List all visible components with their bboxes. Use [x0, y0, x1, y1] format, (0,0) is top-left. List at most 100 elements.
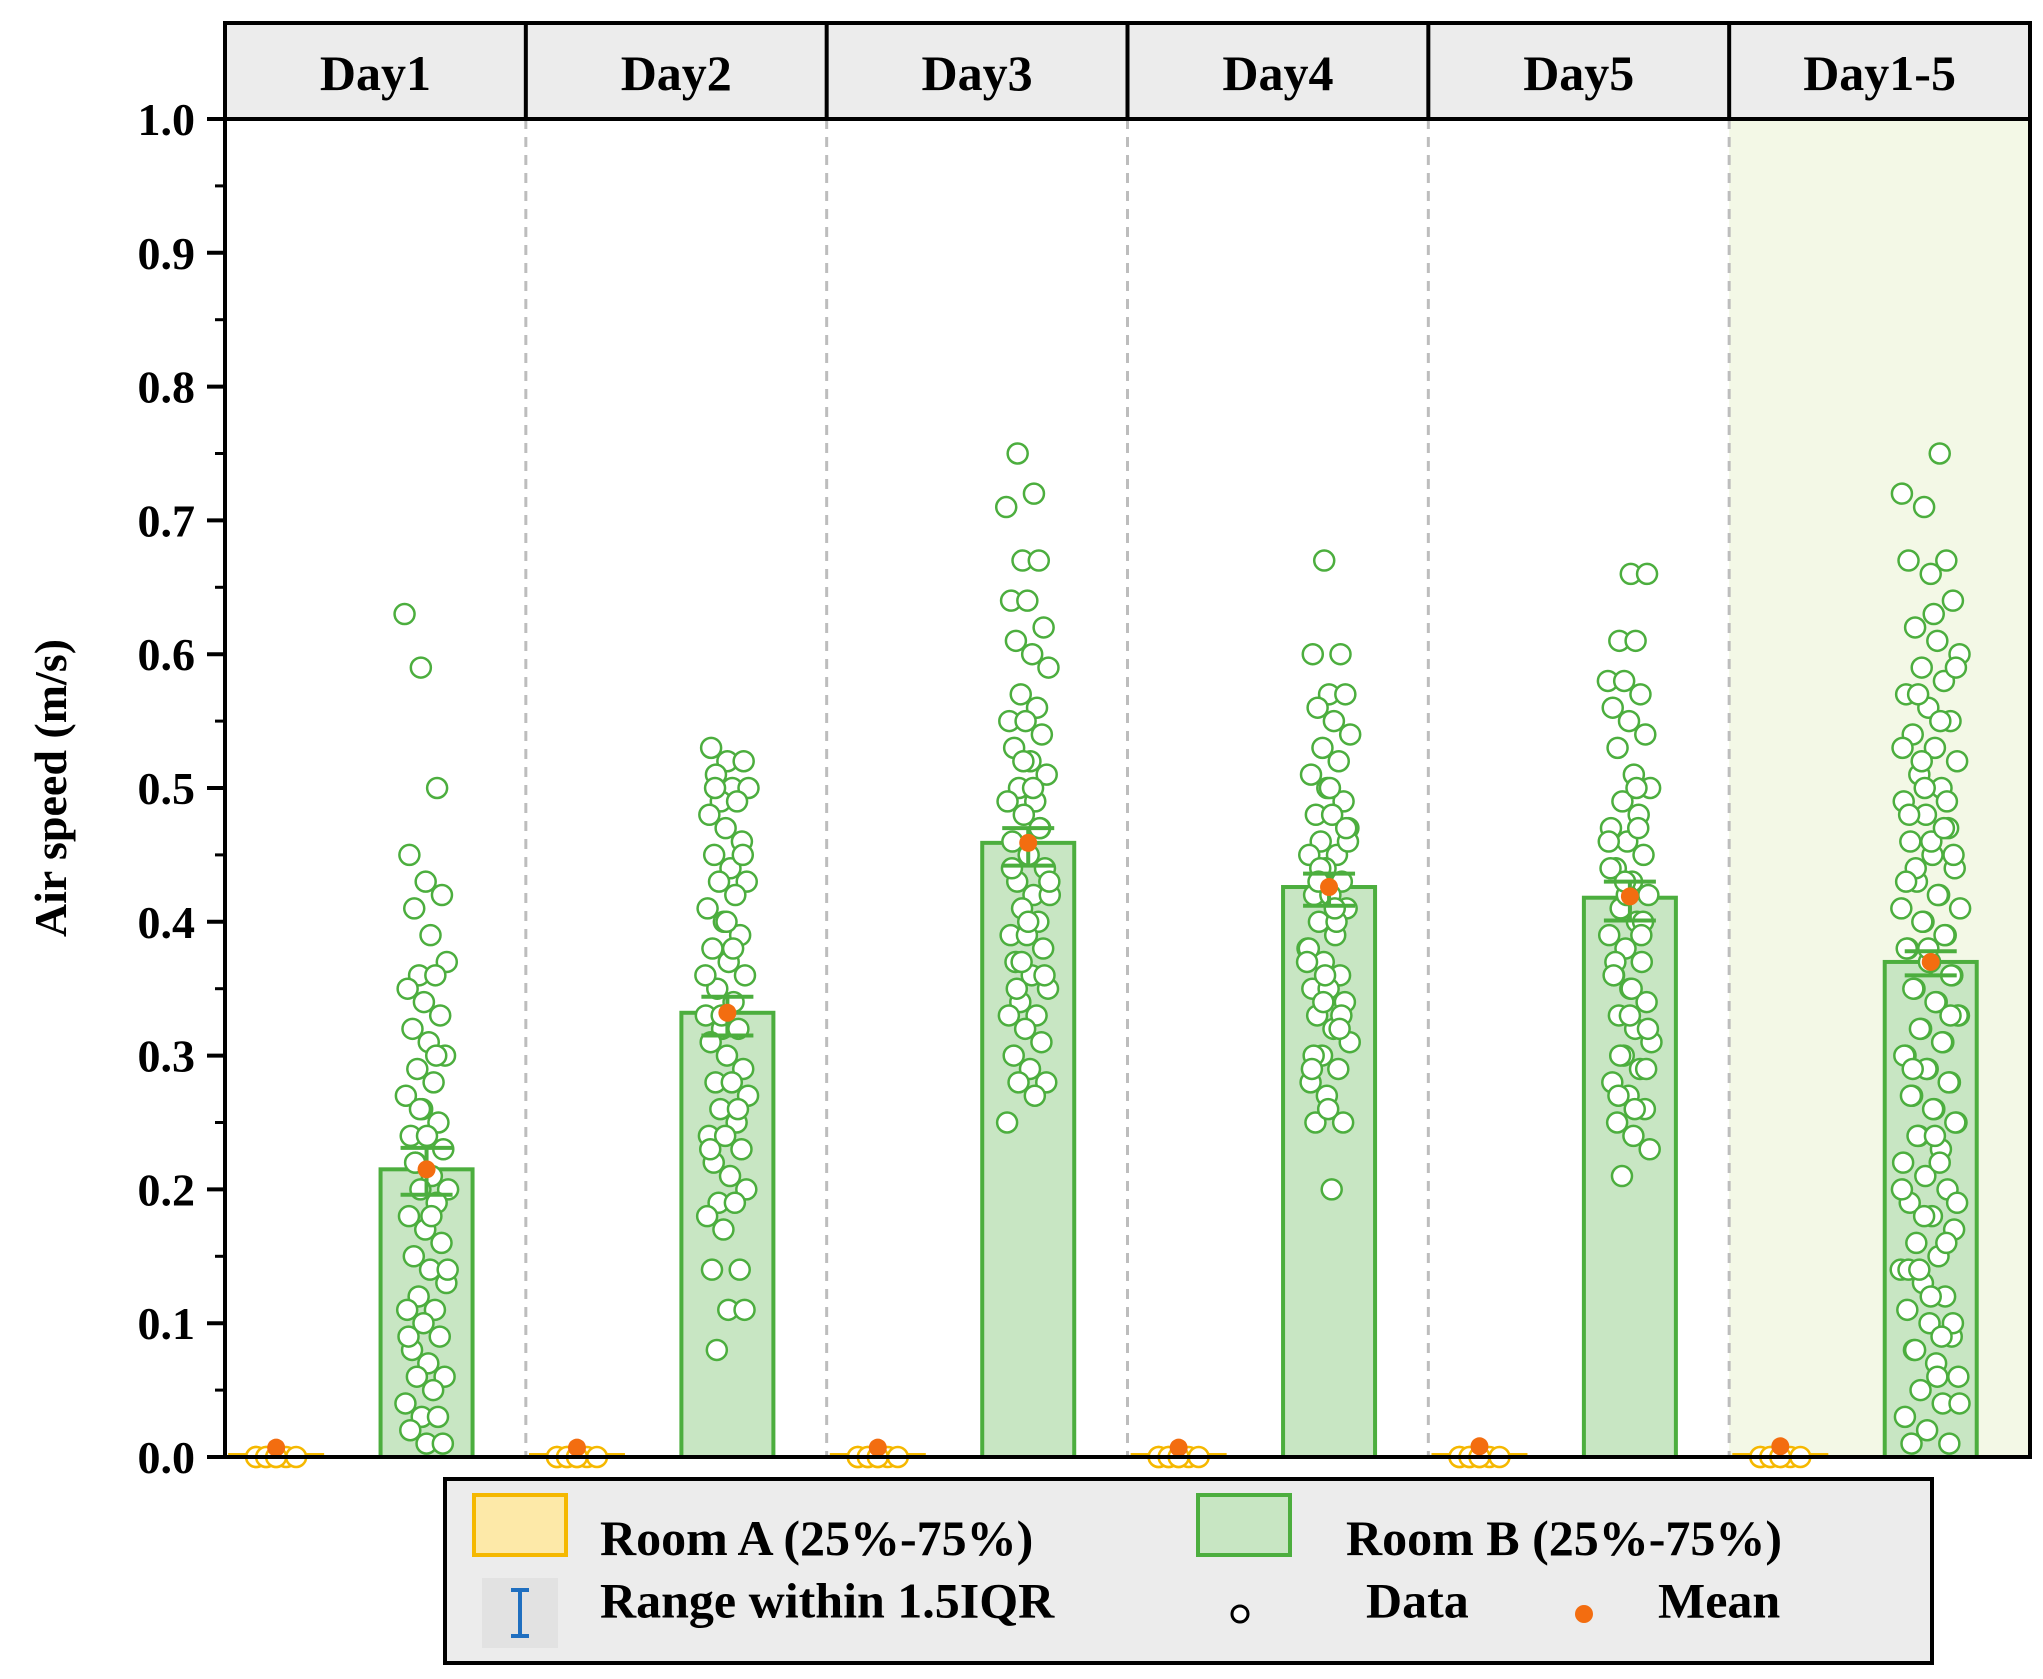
- data-point-room-b: [415, 1124, 439, 1148]
- data-point-room-b: [1926, 1365, 1949, 1388]
- legend-mean-marker: [1575, 1605, 1593, 1623]
- data-point-room-b: [1038, 870, 1061, 893]
- data-point-room-b: [1320, 803, 1344, 827]
- panel-title-day4: Day4: [1222, 45, 1333, 101]
- data-point-room-b: [1606, 736, 1629, 760]
- mean-marker-room-b: [1320, 878, 1339, 897]
- data-point-room-b: [1905, 1231, 1928, 1255]
- y-tick-label: 1.0: [138, 94, 196, 145]
- data-point-room-b: [1930, 1030, 1954, 1054]
- mean-marker-room-a: [1771, 1437, 1790, 1456]
- legend-data-label: Data: [1366, 1572, 1469, 1628]
- data-point-room-b: [1900, 1432, 1923, 1455]
- data-point-room-b: [422, 1071, 445, 1094]
- mean-marker-room-a: [1169, 1438, 1188, 1457]
- legend-room-b-label: Room B (25%-75%): [1346, 1510, 1782, 1566]
- data-point-room-b: [397, 1325, 420, 1348]
- mean-marker-room-a: [868, 1438, 887, 1457]
- data-point-room-b: [694, 964, 717, 987]
- data-point-room-b: [1030, 1030, 1053, 1054]
- data-point-room-b: [1022, 482, 1046, 505]
- data-point-room-b: [1610, 1164, 1634, 1188]
- data-point-room-b: [1928, 1151, 1951, 1174]
- data-point-room-b: [1020, 642, 1044, 666]
- data-point-room-b: [1313, 964, 1337, 987]
- data-point-room-b: [1635, 562, 1659, 586]
- legend-mean-label: Mean: [1658, 1572, 1780, 1628]
- mean-marker-room-b: [1620, 887, 1639, 906]
- legend-room-b-swatch: [1196, 1493, 1292, 1557]
- data-point-room-b: [1295, 950, 1319, 974]
- data-point-room-b: [1901, 1057, 1924, 1081]
- data-point-room-b: [695, 1204, 719, 1228]
- data-point-room-b: [1912, 495, 1936, 519]
- mean-markers: [267, 833, 1940, 1457]
- data-point-room-b: [1935, 790, 1959, 813]
- data-point-room-b: [1912, 1204, 1936, 1228]
- data-point-room-b: [412, 1311, 435, 1335]
- data-point-room-b: [1006, 442, 1029, 465]
- y-tick-label: 0.1: [138, 1298, 196, 1349]
- data-point-room-b: [1630, 950, 1654, 974]
- data-point-room-b: [1903, 1338, 1927, 1362]
- data-point-room-b: [1030, 723, 1054, 746]
- panel-title-day1-5: Day1-5: [1803, 45, 1956, 101]
- data-point-room-b: [412, 990, 436, 1014]
- data-point-room-b: [1922, 602, 1945, 626]
- data-point-room-b: [431, 1432, 455, 1455]
- data-point-room-b: [1004, 629, 1028, 653]
- data-point-room-b: [1617, 709, 1641, 733]
- data-point-room-b: [1911, 910, 1934, 934]
- data-point-room-b: [1597, 830, 1621, 853]
- data-point-room-b: [1311, 736, 1334, 760]
- y-axis: 0.0 0.1 0.2 0.3 0.4 0.5 0.6 0.7 0.8 0.9 1.0: [138, 94, 225, 1483]
- data-point-room-b: [1926, 883, 1950, 907]
- data-point-room-b: [1010, 950, 1033, 974]
- data-point-room-b: [1928, 442, 1951, 465]
- legend-room-a-label: Room A (25%-75%): [600, 1510, 1033, 1566]
- data-point-room-b: [395, 1298, 419, 1322]
- data-point-room-b: [725, 790, 749, 813]
- data-point-room-b: [733, 964, 757, 987]
- data-point-room-b: [1013, 1017, 1037, 1041]
- panel-title-day3: Day3: [922, 45, 1033, 101]
- data-point-room-b: [1312, 549, 1336, 572]
- data-point-room-b: [1947, 1365, 1970, 1388]
- data-point-room-b: [1930, 1325, 1953, 1348]
- mean-marker-room-b: [1019, 833, 1038, 852]
- data-point-room-b: [1890, 482, 1914, 505]
- data-point-room-b: [994, 495, 1018, 519]
- data-point-room-b: [424, 1044, 448, 1067]
- data-point-room-b: [1618, 1004, 1642, 1027]
- legend-room-a-swatch: [472, 1493, 568, 1557]
- panel-dividers: [524, 119, 1731, 1457]
- data-point-room-b: [1599, 857, 1622, 880]
- data-point-room-b: [402, 1245, 426, 1268]
- data-point-room-b: [1000, 857, 1024, 880]
- data-point-room-b: [1623, 1097, 1646, 1121]
- data-point-room-b: [720, 1071, 744, 1094]
- data-point-room-b: [1608, 1044, 1632, 1067]
- data-point-room-b: [713, 1124, 737, 1148]
- data-point-room-b: [1328, 1017, 1351, 1041]
- data-point-room-b: [715, 910, 738, 934]
- data-point-room-b: [1629, 683, 1652, 706]
- data-point-room-b: [1009, 683, 1032, 706]
- data-point-room-b: [1016, 910, 1040, 934]
- data-point-room-b: [1037, 656, 1060, 679]
- data-point-room-b: [1913, 776, 1936, 800]
- y-tick-label: 0.0: [138, 1432, 196, 1483]
- data-point-room-b: [1636, 1017, 1660, 1041]
- data-point-room-b: [1012, 803, 1036, 827]
- mean-marker-room-b: [417, 1160, 436, 1179]
- data-point-room-b: [732, 749, 755, 773]
- data-point-room-b: [1935, 549, 1958, 572]
- data-point-room-b: [1627, 816, 1650, 840]
- data-point-room-b: [1318, 776, 1342, 800]
- data-point-room-b: [1891, 736, 1914, 760]
- data-point-room-b: [397, 1204, 421, 1228]
- legend-range-label: Range within 1.5IQR: [600, 1572, 1055, 1628]
- data-point-room-b: [402, 897, 426, 920]
- data-point-room-b: [1027, 549, 1051, 572]
- panel-title-day1: Day1: [320, 45, 431, 101]
